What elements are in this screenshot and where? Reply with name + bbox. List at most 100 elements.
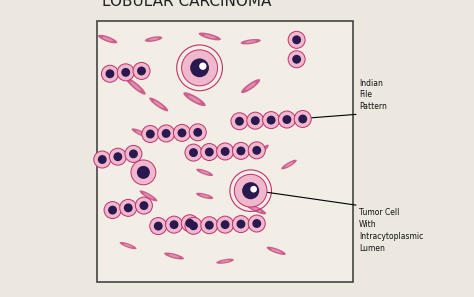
Text: LOBULAR CARCINOMA: LOBULAR CARCINOMA xyxy=(102,0,272,9)
Ellipse shape xyxy=(263,112,280,129)
Ellipse shape xyxy=(119,242,137,249)
Ellipse shape xyxy=(252,219,261,228)
Ellipse shape xyxy=(154,222,163,230)
Ellipse shape xyxy=(109,148,127,165)
Ellipse shape xyxy=(94,151,111,168)
Ellipse shape xyxy=(221,147,229,156)
Ellipse shape xyxy=(248,215,265,232)
Ellipse shape xyxy=(117,64,134,81)
Ellipse shape xyxy=(173,124,191,141)
Ellipse shape xyxy=(292,55,301,64)
Ellipse shape xyxy=(245,40,256,43)
Ellipse shape xyxy=(164,252,184,260)
Ellipse shape xyxy=(182,215,198,232)
Ellipse shape xyxy=(231,113,248,130)
Ellipse shape xyxy=(136,197,153,214)
Ellipse shape xyxy=(201,217,218,234)
Ellipse shape xyxy=(146,129,155,138)
Ellipse shape xyxy=(251,116,260,125)
Ellipse shape xyxy=(189,124,206,141)
Ellipse shape xyxy=(294,110,311,127)
Ellipse shape xyxy=(188,95,201,103)
Ellipse shape xyxy=(232,216,249,233)
Bar xyxy=(98,21,353,282)
Ellipse shape xyxy=(205,221,214,230)
Ellipse shape xyxy=(220,260,230,263)
Ellipse shape xyxy=(185,217,202,234)
Ellipse shape xyxy=(232,142,249,159)
Ellipse shape xyxy=(133,62,150,79)
Ellipse shape xyxy=(139,201,148,210)
Ellipse shape xyxy=(139,190,157,201)
Ellipse shape xyxy=(201,143,218,161)
Ellipse shape xyxy=(205,148,214,157)
Ellipse shape xyxy=(245,203,266,214)
Ellipse shape xyxy=(200,194,210,198)
Ellipse shape xyxy=(288,51,305,68)
Ellipse shape xyxy=(237,146,246,155)
Ellipse shape xyxy=(237,220,246,228)
Ellipse shape xyxy=(131,160,156,185)
Ellipse shape xyxy=(217,143,234,160)
Ellipse shape xyxy=(250,206,262,212)
Ellipse shape xyxy=(199,63,207,70)
Ellipse shape xyxy=(242,182,259,199)
Ellipse shape xyxy=(124,203,133,212)
Ellipse shape xyxy=(136,131,146,136)
Ellipse shape xyxy=(158,125,174,142)
Ellipse shape xyxy=(189,148,198,157)
Ellipse shape xyxy=(241,79,260,93)
Ellipse shape xyxy=(278,111,295,128)
Ellipse shape xyxy=(106,69,114,78)
Ellipse shape xyxy=(298,115,307,124)
Ellipse shape xyxy=(149,38,158,40)
Ellipse shape xyxy=(150,218,167,235)
Ellipse shape xyxy=(246,82,256,90)
Ellipse shape xyxy=(240,39,261,45)
Text: Tumor Cell
With
Intracytoplasmic
Lumen: Tumor Cell With Intracytoplasmic Lumen xyxy=(359,208,423,253)
Ellipse shape xyxy=(196,169,213,176)
Ellipse shape xyxy=(144,193,154,199)
Ellipse shape xyxy=(216,259,234,264)
Ellipse shape xyxy=(108,206,117,214)
Ellipse shape xyxy=(170,220,179,229)
Ellipse shape xyxy=(266,247,286,255)
Ellipse shape xyxy=(235,117,244,126)
Ellipse shape xyxy=(256,148,265,155)
Ellipse shape xyxy=(113,152,122,161)
Ellipse shape xyxy=(283,115,292,124)
Ellipse shape xyxy=(183,92,206,106)
Ellipse shape xyxy=(221,220,229,229)
Ellipse shape xyxy=(120,199,137,216)
Ellipse shape xyxy=(281,160,297,169)
Ellipse shape xyxy=(248,142,265,159)
Ellipse shape xyxy=(165,216,182,233)
Ellipse shape xyxy=(149,97,168,111)
Ellipse shape xyxy=(142,126,159,143)
Ellipse shape xyxy=(129,149,138,158)
Ellipse shape xyxy=(288,31,305,48)
Ellipse shape xyxy=(130,81,141,91)
Ellipse shape xyxy=(253,145,269,158)
Ellipse shape xyxy=(196,193,213,199)
Ellipse shape xyxy=(200,170,210,174)
Ellipse shape xyxy=(189,221,198,230)
Ellipse shape xyxy=(101,65,118,82)
Ellipse shape xyxy=(190,59,209,77)
Ellipse shape xyxy=(185,219,194,228)
Ellipse shape xyxy=(137,67,146,75)
Ellipse shape xyxy=(204,34,216,39)
Text: Indian
File
Pattern: Indian File Pattern xyxy=(359,79,387,111)
Ellipse shape xyxy=(185,144,202,161)
Ellipse shape xyxy=(98,155,107,164)
Ellipse shape xyxy=(126,78,146,95)
Ellipse shape xyxy=(123,244,133,247)
Ellipse shape xyxy=(234,174,267,207)
Ellipse shape xyxy=(217,216,234,233)
Ellipse shape xyxy=(125,146,142,162)
Ellipse shape xyxy=(98,35,117,43)
Ellipse shape xyxy=(145,36,163,42)
Ellipse shape xyxy=(292,35,301,44)
Ellipse shape xyxy=(182,50,218,86)
Ellipse shape xyxy=(169,254,180,258)
